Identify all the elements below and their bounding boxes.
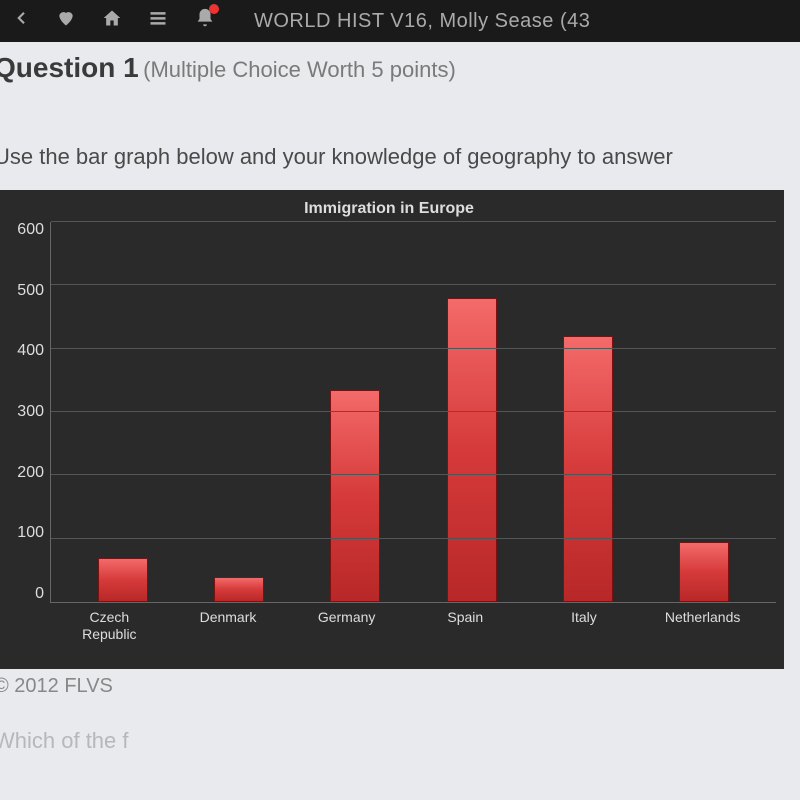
bar [563,336,613,602]
home-icon[interactable] [102,8,122,34]
question-prompt: Use the bar graph below and your knowled… [0,144,800,170]
bar [330,390,380,602]
y-tick-label: 0 [2,586,44,602]
chart-title: Immigration in Europe [2,200,776,218]
grid-line [51,348,776,349]
y-tick-label: 600 [2,222,44,238]
bar [679,542,729,602]
heart-icon[interactable] [56,8,76,34]
x-tick-label: Denmark [188,609,268,643]
course-title: WORLD HIST V16, Molly Sease (43 [254,10,590,33]
chart-container: Immigration in Europe 600 500 400 300 200 100… [0,190,784,669]
question-meta: (Multiple Choice Worth 5 points) [143,57,456,82]
x-tick-label: Spain [425,609,505,643]
bell-icon[interactable] [194,7,216,35]
y-tick-label: 500 [2,283,44,299]
question-number: Question 1 [0,52,139,83]
toolbar-icons [12,7,216,35]
cutoff-text: Which of the f [0,728,800,754]
x-axis: Czech Republic Denmark Germany Spain Italy Ne… [2,603,776,643]
y-tick-label: 300 [2,404,44,420]
y-tick-label: 100 [2,525,44,541]
grid-line [51,474,776,475]
grid-line [51,284,776,285]
bar [214,577,264,602]
y-axis: 600 500 400 300 200 100 0 [2,222,50,602]
grid-line [51,411,776,412]
arrow-left-icon[interactable] [12,9,30,33]
x-tick-label: Netherlands [663,609,743,643]
top-bar: WORLD HIST V16, Molly Sease (43 [0,0,800,42]
chart-plot [50,222,776,603]
menu-icon[interactable] [148,8,168,34]
x-tick-label: Czech Republic [69,609,149,643]
grid-line [51,221,776,222]
question-header: Question 1 (Multiple Choice Worth 5 poin… [0,42,800,84]
y-tick-label: 200 [2,465,44,481]
y-tick-label: 400 [2,343,44,359]
bars-group [51,222,776,602]
x-tick-label: Germany [307,609,387,643]
copyright: © 2012 FLVS [0,675,800,698]
x-tick-label: Italy [544,609,624,643]
grid-line [51,538,776,539]
bar [447,298,497,602]
bar [98,558,148,602]
